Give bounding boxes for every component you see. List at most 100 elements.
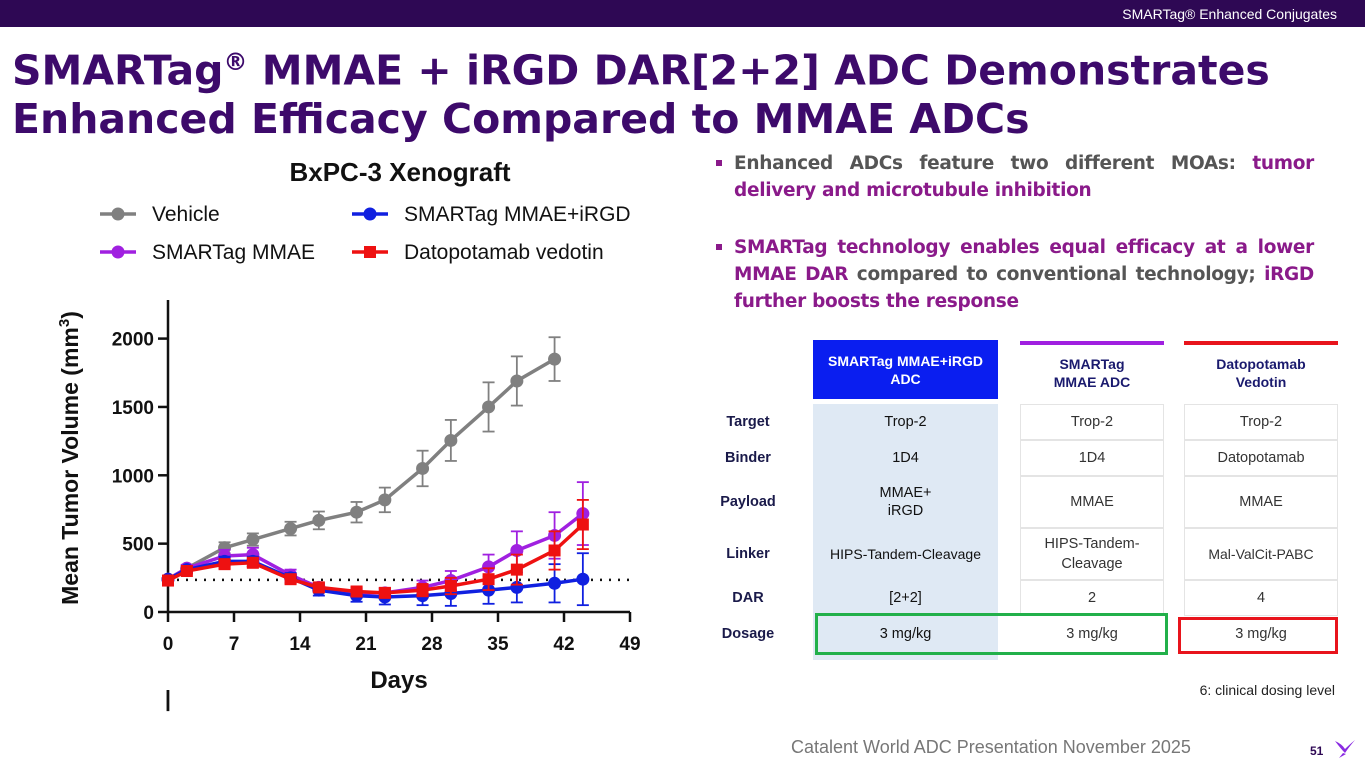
data-point	[284, 573, 297, 586]
x-tick-label: 7	[229, 634, 240, 655]
data-point	[576, 518, 589, 531]
data-point	[246, 556, 259, 569]
top-banner: SMARTag® Enhanced Conjugates	[0, 0, 1365, 27]
row-label-payload: Payload	[720, 494, 776, 510]
cell-dosage-col1: 3 mg/kg	[879, 626, 932, 642]
tumor-volume-chart: BxPC-3 Xenograft Vehicle SMARTag MMAE SMAR…	[56, 157, 641, 711]
y-axis-label-close: )	[57, 311, 83, 319]
slide-title: SMARTag® MMAE + iRGD DAR[2+2] ADC Demons…	[12, 38, 1342, 143]
data-point	[548, 352, 562, 366]
dosage-highlight-green	[815, 613, 1168, 655]
series-datopotamab-vedotin	[162, 499, 589, 599]
legend-marker	[363, 207, 377, 221]
legend-label: SMARTag MMAE	[152, 241, 315, 264]
x-tick-label: 42	[553, 634, 574, 655]
legend-marker	[364, 246, 376, 258]
cell-linker-col2: HIPS-Tandem-Cleavage	[1020, 528, 1164, 580]
data-point	[416, 461, 430, 475]
bullet-efficacy-text: compared to conventional technology;	[848, 264, 1265, 285]
title-part1: SMARTag	[12, 46, 224, 95]
data-point	[510, 563, 523, 576]
data-point	[548, 576, 562, 590]
data-point	[482, 560, 496, 574]
data-point	[510, 374, 524, 388]
data-point	[378, 493, 392, 507]
cell-linker-col1: HIPS-Tandem-Cleavage	[813, 528, 998, 580]
chart-legend: Vehicle SMARTag MMAE SMARTag MMAE+iRGD Dato…	[100, 203, 631, 264]
chart-title: BxPC-3 Xenograft	[289, 157, 510, 187]
data-point	[312, 581, 325, 594]
bullet-moa-highlight: tumor delivery and microtubule inhibitio…	[734, 153, 1314, 201]
row-label-linker: Linker	[726, 546, 770, 562]
x-tick-label: 0	[163, 634, 174, 655]
data-point	[482, 400, 496, 414]
data-point	[444, 433, 458, 447]
cell-linker-col3: Mal-ValCit-PABC	[1184, 528, 1338, 580]
data-point	[548, 544, 561, 557]
legend-item: SMARTag MMAE+iRGD	[352, 203, 631, 226]
cell-dosage-col3: 3 mg/kg	[1235, 626, 1287, 642]
brand-label: SMARTag® Enhanced Conjugates	[1122, 6, 1337, 22]
x-tick-label: 28	[421, 634, 442, 655]
legend-item: Datopotamab vedotin	[352, 241, 604, 264]
bullet-moa: Enhanced ADCs feature two different MOAs…	[716, 150, 1314, 204]
bullet-moa-text: Enhanced ADCs feature two different MOAs…	[734, 153, 1253, 174]
data-point	[284, 522, 298, 536]
data-point	[378, 586, 391, 599]
col3-header-line	[1184, 341, 1338, 345]
y-tick-label: 500	[122, 535, 154, 556]
x-tick-label: 35	[487, 634, 509, 655]
registered-mark: ®	[223, 48, 248, 76]
footer-presentation: Catalent World ADC Presentation November…	[791, 737, 1191, 757]
col2-header: SMARTag MMAE ADC	[1053, 355, 1131, 390]
series-smartag-mmae	[161, 481, 590, 600]
data-point	[444, 580, 457, 593]
cell-payload-col3: MMAE	[1184, 476, 1338, 528]
row-label-binder: Binder	[725, 450, 771, 466]
legend-item: SMARTag MMAE	[100, 241, 315, 264]
col1-header: SMARTag MMAE+iRGD ADC	[813, 340, 998, 399]
cell-dar-col3: 4	[1184, 580, 1338, 616]
legend-marker	[111, 245, 125, 259]
legend-marker	[111, 207, 125, 221]
x-axis-label: Days	[370, 667, 427, 694]
col2-header-line	[1020, 341, 1164, 345]
y-axis-label-main: Mean Tumor Volume (mm	[57, 327, 83, 605]
y-tick-label: 1500	[112, 398, 154, 419]
data-point	[482, 573, 495, 586]
cell-binder-col3: Datopotamab	[1184, 440, 1338, 476]
legend-item: Vehicle	[100, 203, 220, 226]
bird-logo-icon	[1335, 740, 1355, 758]
data-point	[350, 505, 364, 519]
row-label-dar: DAR	[732, 590, 764, 606]
x-tick-label: 21	[355, 634, 377, 655]
cell-binder-col1: 1D4	[813, 440, 998, 476]
title-part2: MMAE + iRGD DAR[2+2] ADC Demonstrates En…	[12, 46, 1270, 143]
dosage-highlight-red	[1178, 617, 1338, 654]
data-point	[162, 574, 174, 587]
y-tick-label: 2000	[112, 330, 154, 351]
series-vehicle	[161, 336, 562, 586]
bullet-irgd-highlight: iRGD further boosts the response	[734, 264, 1314, 312]
legend-label: Datopotamab vedotin	[404, 241, 604, 264]
row-label-target: Target	[726, 414, 770, 430]
cell-payload-col1: MMAE+ iRGD	[813, 476, 998, 528]
data-point	[180, 564, 193, 577]
cell-target-col2: Trop-2	[1020, 404, 1164, 440]
y-tick-label: 1000	[112, 466, 154, 487]
y-tick-label: 0	[143, 603, 154, 624]
x-tick-label: 14	[289, 634, 311, 655]
chart-axes: 0 500 1000 1500 2000 0 7 14 21 28 35 42 49	[112, 300, 641, 655]
data-point	[246, 533, 260, 547]
page-number: 51	[1310, 744, 1324, 758]
cell-target-col1: Trop-2	[813, 404, 998, 440]
y-axis-label: Mean Tumor Volume (mm3)	[56, 311, 83, 605]
cell-binder-col2: 1D4	[1020, 440, 1164, 476]
key-points: Enhanced ADCs feature two different MOAs…	[716, 150, 1314, 315]
data-point	[576, 572, 590, 586]
col3-header: Datopotamab Vedotin	[1216, 355, 1306, 390]
cell-dar-col2: 2	[1020, 580, 1164, 616]
chart-plot-area	[161, 336, 630, 607]
cell-payload-col2: MMAE	[1020, 476, 1164, 528]
bullet-efficacy: SMARTag technology enables equal efficac…	[716, 234, 1314, 315]
